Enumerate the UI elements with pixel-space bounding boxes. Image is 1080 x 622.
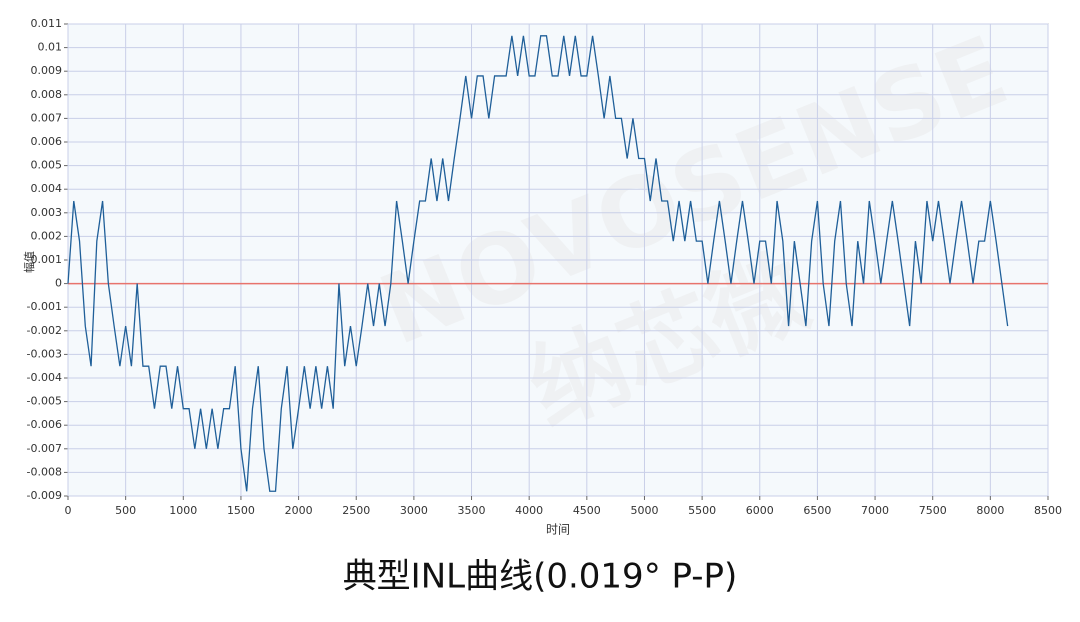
x-tick-label: 500 bbox=[115, 504, 136, 517]
x-tick-label: 7500 bbox=[919, 504, 947, 517]
x-tick-label: 0 bbox=[65, 504, 72, 517]
x-tick-label: 7000 bbox=[861, 504, 889, 517]
x-tick-label: 6000 bbox=[746, 504, 774, 517]
data-line bbox=[67, 35, 1009, 492]
x-tick-label: 5500 bbox=[688, 504, 716, 517]
y-tick-label: -0.009 bbox=[27, 489, 62, 502]
y-tick-label: -0.001 bbox=[27, 300, 62, 313]
x-tick-label: 8000 bbox=[976, 504, 1004, 517]
y-tick-label: -0.008 bbox=[27, 465, 62, 478]
x-tick-label: 8500 bbox=[1034, 504, 1062, 517]
y-tick-label: 0 bbox=[55, 277, 62, 290]
x-tick-label: 5000 bbox=[630, 504, 658, 517]
y-tick-label: -0.004 bbox=[27, 371, 62, 384]
y-tick-label: -0.002 bbox=[27, 324, 62, 337]
x-tick-label: 4000 bbox=[515, 504, 543, 517]
y-axis-label: 幅值 bbox=[23, 251, 36, 273]
x-tick-label: 3000 bbox=[400, 504, 428, 517]
y-tick-label: 0.004 bbox=[31, 182, 63, 195]
y-tick-label: -0.007 bbox=[27, 442, 62, 455]
axes: -0.009 -0.008 -0.007 -0.006 -0.005 -0.004 -0.0… bbox=[27, 17, 1062, 517]
y-tick-label: 0.005 bbox=[31, 159, 63, 172]
y-tick-label: 0.011 bbox=[31, 17, 63, 30]
y-tick-label: 0.01 bbox=[38, 41, 63, 54]
x-tick-label: 2000 bbox=[285, 504, 313, 517]
x-tick-label: 3500 bbox=[458, 504, 486, 517]
x-tick-label: 6500 bbox=[803, 504, 831, 517]
x-tick-label: 2500 bbox=[342, 504, 370, 517]
y-tick-label: -0.006 bbox=[27, 418, 62, 431]
y-tick-label: 0.002 bbox=[31, 229, 63, 242]
y-tick-label: 0.008 bbox=[31, 88, 63, 101]
x-tick-label: 4500 bbox=[573, 504, 601, 517]
y-tick-label: -0.005 bbox=[27, 395, 62, 408]
y-tick-label: 0.003 bbox=[31, 206, 63, 219]
chart-title: 典型INL曲线(0.019° P-P) bbox=[343, 557, 738, 597]
y-tick-label: -0.003 bbox=[27, 347, 62, 360]
x-tick-label: 1000 bbox=[169, 504, 197, 517]
x-axis-label: 时间 bbox=[546, 523, 570, 537]
y-tick-label: 0.001 bbox=[31, 253, 63, 266]
y-tick-label: 0.007 bbox=[31, 111, 63, 124]
y-tick-label: 0.009 bbox=[31, 64, 63, 77]
y-tick-label: 0.006 bbox=[31, 135, 63, 148]
x-tick-label: 1500 bbox=[227, 504, 255, 517]
